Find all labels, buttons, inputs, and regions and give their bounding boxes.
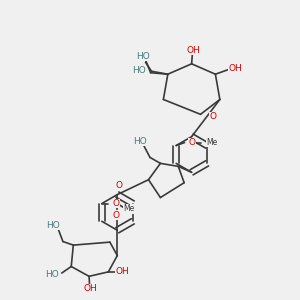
- Text: HO: HO: [46, 221, 60, 230]
- Text: OH: OH: [116, 267, 130, 276]
- Text: OH: OH: [229, 64, 242, 73]
- Text: O: O: [188, 138, 195, 147]
- Text: O: O: [115, 181, 122, 190]
- Text: Me: Me: [123, 204, 134, 213]
- Text: Me: Me: [206, 138, 217, 147]
- Text: OH: OH: [83, 284, 97, 293]
- Text: O: O: [112, 199, 120, 208]
- Text: HO: HO: [45, 270, 59, 279]
- Text: O: O: [210, 112, 217, 121]
- Text: HO: HO: [134, 136, 147, 146]
- Text: O: O: [112, 211, 119, 220]
- Text: OH: OH: [186, 46, 200, 55]
- Text: HO: HO: [136, 52, 150, 61]
- Text: HO: HO: [132, 66, 145, 75]
